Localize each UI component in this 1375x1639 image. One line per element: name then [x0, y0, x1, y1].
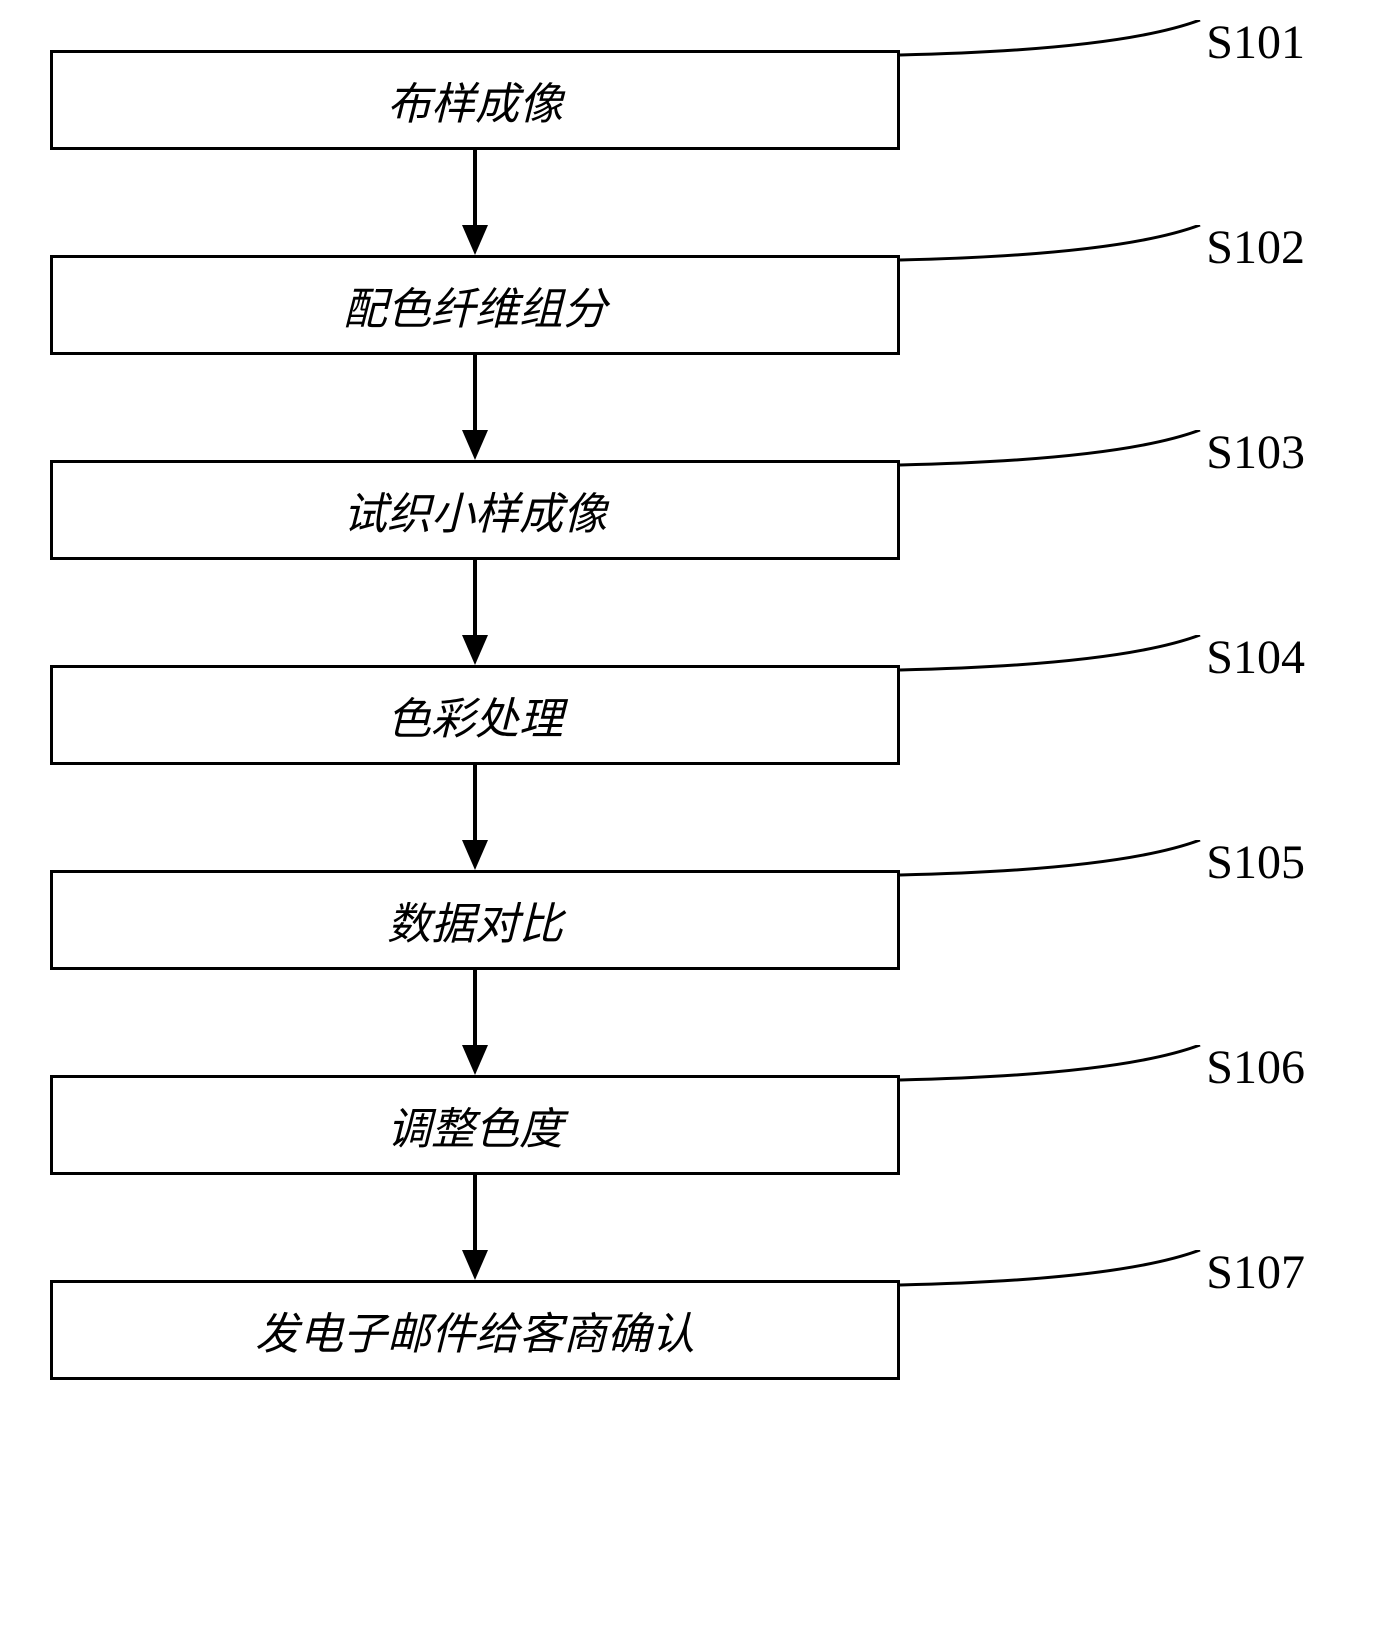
flowchart-step: S105 数据对比	[50, 870, 1325, 970]
step-label: S107	[1206, 1245, 1305, 1300]
step-text: 调整色度	[387, 1093, 563, 1157]
arrow-container	[50, 355, 900, 460]
step-label: S104	[1206, 630, 1305, 685]
step-text: 发电子邮件给客商确认	[255, 1298, 695, 1362]
arrow-down-icon	[450, 1175, 500, 1280]
step-text: 布样成像	[387, 68, 563, 132]
step-text: 试织小样成像	[343, 478, 607, 542]
step-box: 试织小样成像	[50, 460, 900, 560]
arrow-down-icon	[450, 150, 500, 255]
flowchart-step: S106 调整色度	[50, 1075, 1325, 1175]
step-label: S101	[1206, 15, 1305, 70]
step-box: 配色纤维组分	[50, 255, 900, 355]
flowchart-step: S104 色彩处理	[50, 665, 1325, 765]
flowchart-step: S107 发电子邮件给客商确认	[50, 1280, 1325, 1380]
step-text: 数据对比	[387, 888, 563, 952]
step-label: S102	[1206, 220, 1305, 275]
step-label: S106	[1206, 1040, 1305, 1095]
arrow-container	[50, 970, 900, 1075]
flowchart-step: S103 试织小样成像	[50, 460, 1325, 560]
flowchart-step: S101 布样成像	[50, 50, 1325, 150]
step-label: S103	[1206, 425, 1305, 480]
step-box: 调整色度	[50, 1075, 900, 1175]
step-box: 发电子邮件给客商确认	[50, 1280, 900, 1380]
flowchart-container: S101 布样成像 S102 配色纤维组分 S103	[50, 50, 1325, 1380]
step-box: 色彩处理	[50, 665, 900, 765]
arrow-container	[50, 765, 900, 870]
flowchart-step: S102 配色纤维组分	[50, 255, 1325, 355]
step-text: 色彩处理	[387, 683, 563, 747]
step-box: 布样成像	[50, 50, 900, 150]
arrow-down-icon	[450, 765, 500, 870]
arrow-container	[50, 1175, 900, 1280]
arrow-down-icon	[450, 355, 500, 460]
step-label: S105	[1206, 835, 1305, 890]
step-box: 数据对比	[50, 870, 900, 970]
step-text: 配色纤维组分	[343, 273, 607, 337]
arrow-container	[50, 560, 900, 665]
arrow-down-icon	[450, 970, 500, 1075]
arrow-container	[50, 150, 900, 255]
arrow-down-icon	[450, 560, 500, 665]
